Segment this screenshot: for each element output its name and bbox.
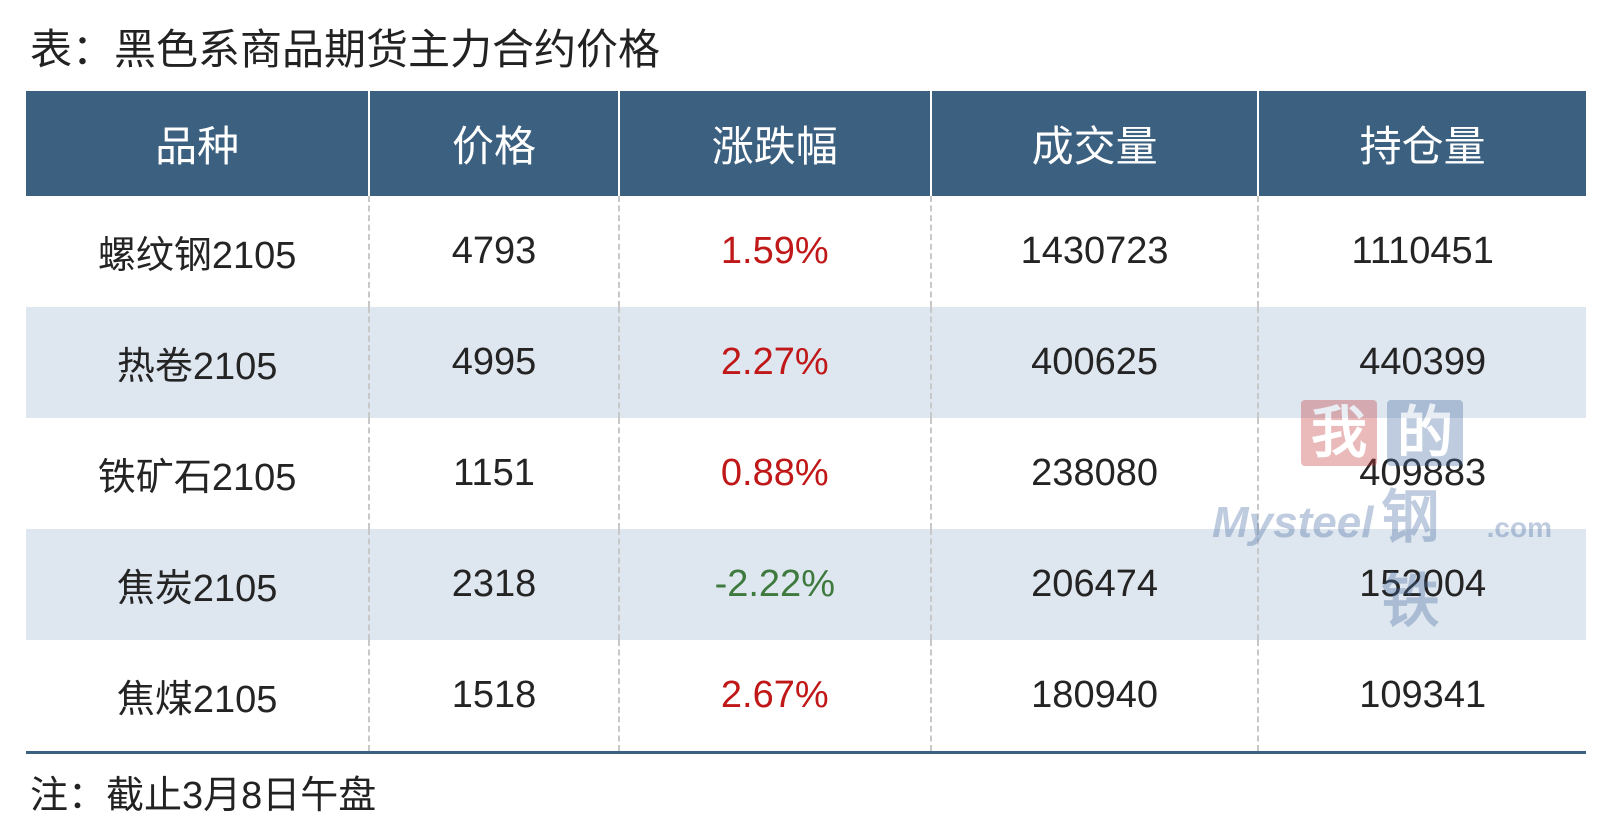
cell: 409883: [1258, 418, 1586, 529]
cell: 1.59%: [619, 196, 931, 307]
footer-rule: [26, 751, 1586, 754]
cell: 1151: [369, 418, 619, 529]
table-note: 注：截止3月8日午盘: [30, 764, 1586, 819]
table-row: 热卷210549952.27%400625440399: [26, 307, 1586, 418]
cell: 4995: [369, 307, 619, 418]
col-header-2: 涨跌幅: [619, 91, 931, 196]
cell: 螺纹钢2105: [26, 196, 369, 307]
table-title: 表：黑色系商品期货主力合约价格: [30, 16, 1586, 77]
cell: 206474: [931, 529, 1259, 640]
col-header-3: 成交量: [931, 91, 1259, 196]
cell: 4793: [369, 196, 619, 307]
cell: 焦煤2105: [26, 640, 369, 751]
cell: 焦炭2105: [26, 529, 369, 640]
cell: 238080: [931, 418, 1259, 529]
col-header-0: 品种: [26, 91, 369, 196]
cell: 400625: [931, 307, 1259, 418]
cell: 铁矿石2105: [26, 418, 369, 529]
cell: 2.27%: [619, 307, 931, 418]
col-header-1: 价格: [369, 91, 619, 196]
cell: 热卷2105: [26, 307, 369, 418]
cell: 2.67%: [619, 640, 931, 751]
table-row: 螺纹钢210547931.59%14307231110451: [26, 196, 1586, 307]
cell: 152004: [1258, 529, 1586, 640]
cell: -2.22%: [619, 529, 931, 640]
table-row: 铁矿石210511510.88%238080409883: [26, 418, 1586, 529]
futures-table: 品种价格涨跌幅成交量持仓量 螺纹钢210547931.59%1430723111…: [26, 91, 1586, 751]
cell: 180940: [931, 640, 1259, 751]
cell: 1110451: [1258, 196, 1586, 307]
table-row: 焦炭21052318-2.22%206474152004: [26, 529, 1586, 640]
cell: 0.88%: [619, 418, 931, 529]
table-header-row: 品种价格涨跌幅成交量持仓量: [26, 91, 1586, 196]
cell: 1518: [369, 640, 619, 751]
col-header-4: 持仓量: [1258, 91, 1586, 196]
cell: 1430723: [931, 196, 1259, 307]
cell: 2318: [369, 529, 619, 640]
cell: 440399: [1258, 307, 1586, 418]
cell: 109341: [1258, 640, 1586, 751]
table-row: 焦煤210515182.67%180940109341: [26, 640, 1586, 751]
